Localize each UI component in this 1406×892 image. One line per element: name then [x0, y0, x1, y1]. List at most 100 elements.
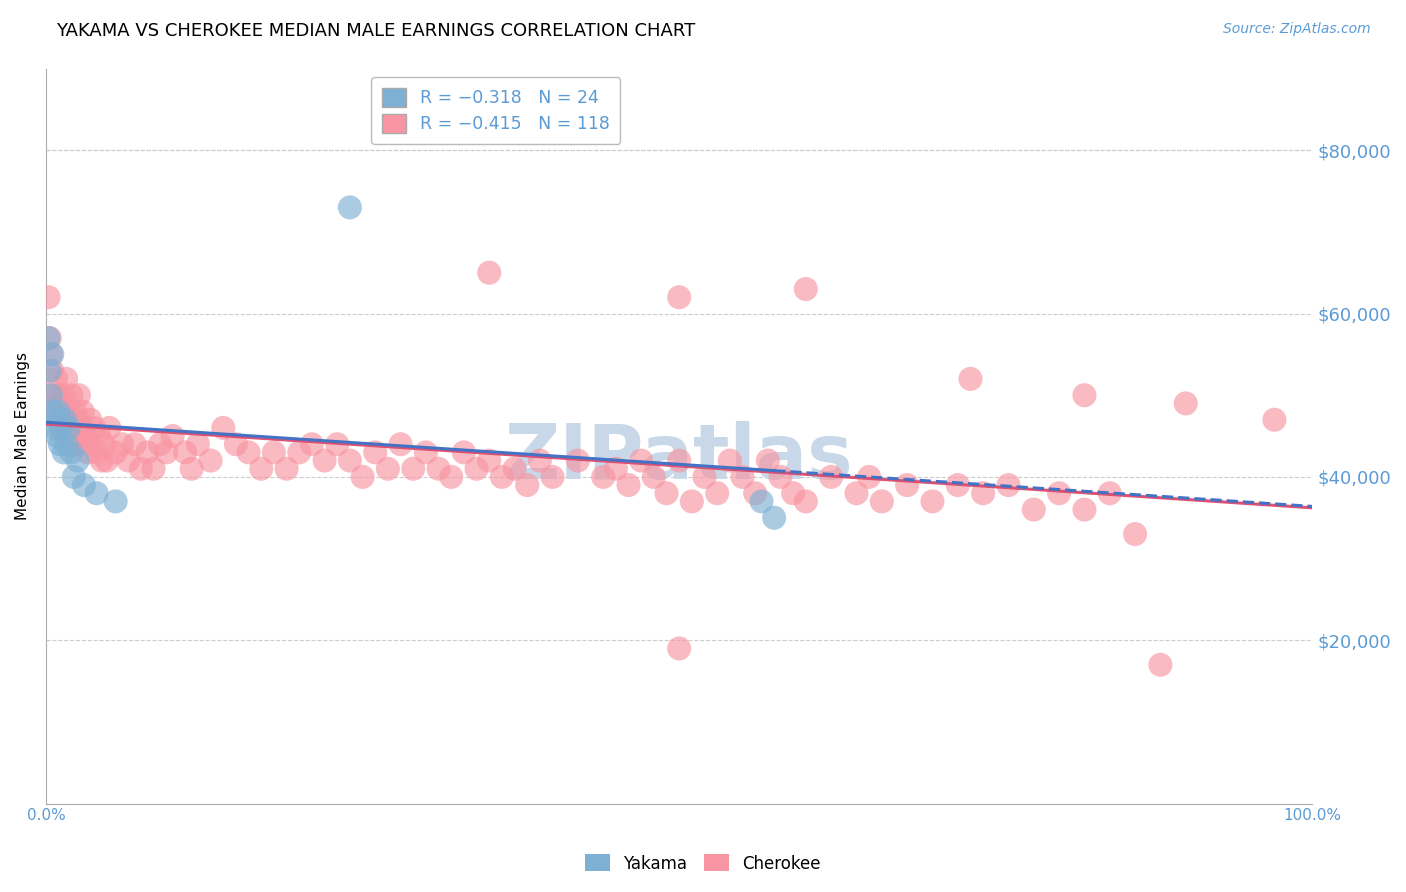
Point	[44, 421, 66, 435]
Point	[794, 494, 817, 508]
Point	[49, 437, 72, 451]
Point	[630, 453, 652, 467]
Point	[415, 445, 437, 459]
Point	[681, 494, 703, 508]
Point	[65, 429, 87, 443]
Point	[617, 478, 640, 492]
Point	[39, 347, 62, 361]
Point	[45, 372, 67, 386]
Point	[668, 290, 690, 304]
Point	[38, 331, 60, 345]
Point	[53, 421, 76, 435]
Point	[96, 453, 118, 467]
Point	[149, 437, 172, 451]
Point	[83, 421, 105, 435]
Point	[63, 437, 86, 451]
Point	[52, 445, 75, 459]
Point	[769, 470, 792, 484]
Point	[301, 437, 323, 451]
Point	[58, 421, 80, 435]
Point	[42, 404, 65, 418]
Point	[478, 266, 501, 280]
Point	[174, 445, 197, 459]
Point	[820, 470, 842, 484]
Point	[73, 478, 96, 492]
Point	[858, 470, 880, 484]
Point	[1098, 486, 1121, 500]
Point	[124, 437, 146, 451]
Point	[73, 421, 96, 435]
Point	[326, 437, 349, 451]
Text: Source: ZipAtlas.com: Source: ZipAtlas.com	[1223, 22, 1371, 37]
Point	[37, 331, 59, 345]
Point	[200, 453, 222, 467]
Point	[45, 413, 67, 427]
Point	[66, 413, 89, 427]
Point	[86, 486, 108, 500]
Y-axis label: Median Male Earnings: Median Male Earnings	[15, 352, 30, 520]
Point	[60, 388, 83, 402]
Point	[1073, 502, 1095, 516]
Point	[782, 486, 804, 500]
Point	[58, 429, 80, 443]
Point	[129, 461, 152, 475]
Point	[48, 413, 70, 427]
Point	[136, 445, 159, 459]
Point	[541, 470, 564, 484]
Point	[42, 388, 65, 402]
Legend: R = −0.318   N = 24, R = −0.415   N = 118: R = −0.318 N = 24, R = −0.415 N = 118	[371, 78, 620, 144]
Point	[46, 388, 69, 402]
Point	[51, 421, 73, 435]
Point	[66, 453, 89, 467]
Point	[59, 413, 82, 427]
Point	[440, 470, 463, 484]
Point	[1263, 413, 1285, 427]
Point	[605, 461, 627, 475]
Point	[62, 421, 84, 435]
Point	[56, 404, 79, 418]
Text: YAKAMA VS CHEROKEE MEDIAN MALE EARNINGS CORRELATION CHART: YAKAMA VS CHEROKEE MEDIAN MALE EARNINGS …	[56, 22, 696, 40]
Point	[104, 445, 127, 459]
Point	[79, 413, 101, 427]
Point	[1073, 388, 1095, 402]
Point	[744, 486, 766, 500]
Point	[51, 404, 73, 418]
Point	[263, 445, 285, 459]
Point	[693, 470, 716, 484]
Point	[377, 461, 399, 475]
Point	[155, 445, 177, 459]
Point	[453, 445, 475, 459]
Point	[1022, 502, 1045, 516]
Point	[55, 372, 77, 386]
Point	[794, 282, 817, 296]
Point	[46, 429, 69, 443]
Point	[225, 437, 247, 451]
Point	[51, 421, 73, 435]
Point	[63, 404, 86, 418]
Point	[238, 445, 260, 459]
Point	[870, 494, 893, 508]
Point	[1047, 486, 1070, 500]
Point	[142, 461, 165, 475]
Point	[44, 404, 66, 418]
Point	[339, 453, 361, 467]
Point	[37, 290, 59, 304]
Point	[896, 478, 918, 492]
Point	[516, 478, 538, 492]
Point	[53, 413, 76, 427]
Point	[38, 364, 60, 378]
Point	[592, 470, 614, 484]
Point	[76, 429, 98, 443]
Point	[104, 494, 127, 508]
Point	[72, 404, 94, 418]
Point	[48, 404, 70, 418]
Point	[41, 364, 63, 378]
Point	[352, 470, 374, 484]
Text: ZIPatlas: ZIPatlas	[505, 421, 853, 495]
Point	[567, 453, 589, 467]
Point	[52, 388, 75, 402]
Point	[718, 453, 741, 467]
Point	[187, 437, 209, 451]
Point	[41, 347, 63, 361]
Point	[63, 470, 86, 484]
